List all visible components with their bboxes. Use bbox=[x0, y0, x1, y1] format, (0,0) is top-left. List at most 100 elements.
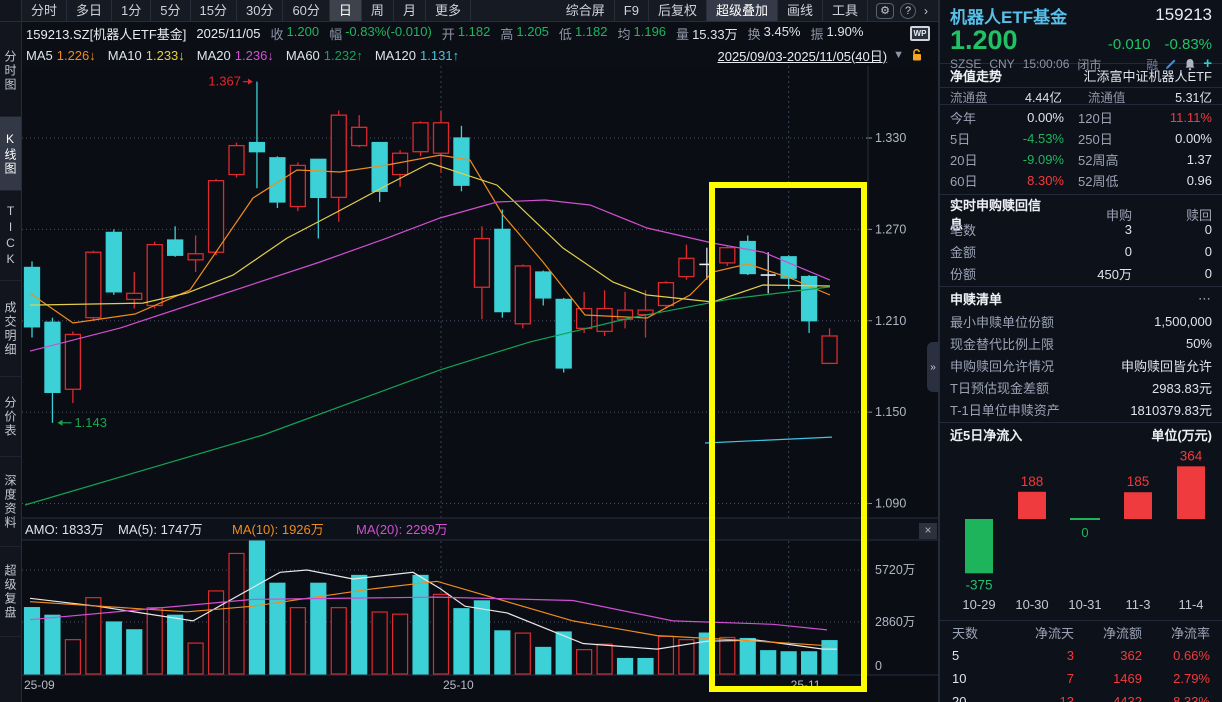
volume-bar-11-04 bbox=[800, 651, 818, 675]
period-tab-9[interactable]: 月 bbox=[394, 0, 426, 21]
sidebar-item-3[interactable]: 成交明细 bbox=[0, 281, 21, 377]
perf-row-3: 60日 8.30% 52周低 0.96 bbox=[950, 173, 1212, 189]
period-tab-4[interactable]: 15分 bbox=[191, 0, 237, 21]
sidebar-item-1[interactable]: K线图 bbox=[0, 117, 21, 191]
highlight-annotation-box[interactable] bbox=[709, 182, 867, 692]
svg-text:MA(5): 1747万: MA(5): 1747万 bbox=[118, 522, 203, 537]
volume-bar-09-16 bbox=[207, 590, 225, 675]
alert-bell-icon[interactable] bbox=[1184, 58, 1196, 71]
svg-text:10-31: 10-31 bbox=[1068, 597, 1101, 612]
period-tab-1[interactable]: 多日 bbox=[67, 0, 113, 21]
quote-field-8: 振 1.90% bbox=[810, 23, 864, 42]
net-inflow-table: 天数 净流天 净流额 净流率 5 3 362 0.66% 10 7 1469 2.79% 20 13 443… bbox=[940, 620, 1222, 702]
wp-window-icon[interactable]: WP bbox=[910, 25, 930, 41]
tool-tab-4[interactable]: 画线 bbox=[778, 0, 823, 21]
volume-bar-10-15 bbox=[514, 632, 531, 675]
help-icon[interactable]: ? bbox=[900, 2, 916, 19]
period-tab-10[interactable]: 更多 bbox=[426, 0, 471, 21]
fund-header: 机器人ETF基金 159213 1.200 -0.010 -0.83% SZSE… bbox=[940, 0, 1222, 72]
panel-collapse-handle[interactable]: » bbox=[927, 342, 939, 392]
tool-tab-1[interactable]: F9 bbox=[615, 0, 649, 21]
chevron-down-icon[interactable]: ▼ bbox=[893, 49, 904, 61]
ma-values: MA5 1.226↓ MA10 1.233↓ MA20 1.236↓ MA60 1.232↑ M… bbox=[26, 48, 459, 63]
svg-text:25-09: 25-09 bbox=[24, 678, 55, 692]
volume-bar-10-09 bbox=[432, 593, 450, 675]
period-tab-6[interactable]: 60分 bbox=[283, 0, 330, 21]
sidebar-item-6[interactable]: 超级复盘 bbox=[0, 547, 21, 637]
redemption-row-3: T日预估现金差额 2983.83元 bbox=[950, 380, 1212, 396]
candle-09-04 bbox=[44, 317, 61, 423]
tool-tab-3[interactable]: 超级叠加 bbox=[706, 0, 778, 21]
tool-tab-2[interactable]: 后复权 bbox=[649, 0, 707, 21]
sidebar-item-2[interactable]: TICK bbox=[0, 191, 21, 281]
net-inflow-bar-chart: -375 10-29 188 10-30 0 10-31 185 11-3 364 11-4 bbox=[962, 448, 1205, 612]
last-price: 1.200 bbox=[950, 25, 1018, 55]
tool-tab-5[interactable]: 工具 bbox=[823, 0, 868, 21]
period-tab-5[interactable]: 30分 bbox=[237, 0, 284, 21]
redemption-row-4: T-1日单位申赎资产 1810379.83元 bbox=[950, 402, 1212, 418]
svg-text:1.090: 1.090 bbox=[875, 497, 906, 511]
volume-bar-10-10 bbox=[453, 608, 470, 675]
settings-gear-icon[interactable]: ⚙ bbox=[876, 2, 894, 19]
redemption-list-title: 申赎清单 bbox=[950, 292, 1003, 307]
date-range-selector[interactable]: 2025/09/03-2025/11/05(40日) ▼ bbox=[717, 46, 924, 65]
close-volume-pane-button[interactable]: × bbox=[919, 523, 937, 539]
svg-text:0: 0 bbox=[1081, 525, 1088, 540]
candle-09-11 bbox=[146, 241, 163, 309]
svg-text:5720万: 5720万 bbox=[875, 563, 915, 577]
chevron-right-icon[interactable]: › bbox=[924, 3, 928, 18]
sidebar-item-5[interactable]: 深度资料 bbox=[0, 457, 21, 547]
subscription-title: 实时申购赎回信息 bbox=[950, 198, 1042, 232]
ma-item-MA5: MA5 1.226↓ bbox=[26, 47, 96, 63]
candle-09-12 bbox=[166, 226, 184, 257]
float-value-label: 流通值 bbox=[1087, 90, 1126, 105]
period-tab-3[interactable]: 5分 bbox=[151, 0, 191, 21]
candle-09-24 bbox=[330, 110, 347, 222]
period-tab-0[interactable]: 分时 bbox=[22, 0, 68, 21]
candle-09-26 bbox=[371, 141, 388, 202]
quote-field-4: 低 1.182 bbox=[558, 23, 608, 42]
candle-10-15 bbox=[514, 264, 531, 329]
edit-pencil-icon[interactable] bbox=[1165, 58, 1177, 70]
unlock-icon[interactable] bbox=[910, 48, 924, 62]
period-tab-7[interactable]: 日 bbox=[329, 0, 362, 21]
sidebar-item-0[interactable]: 分时图 bbox=[0, 25, 21, 117]
svg-text:1.367: 1.367 bbox=[208, 74, 241, 89]
svg-text:1.210: 1.210 bbox=[875, 314, 906, 328]
net-inflow-unit: 单位(万元) bbox=[1151, 427, 1212, 443]
flow-bar bbox=[1124, 492, 1152, 519]
ma-item-MA20: MA20 1.236↓ bbox=[196, 47, 274, 63]
period-tab-8[interactable]: 周 bbox=[362, 0, 394, 21]
subscription-section: 实时申购赎回信息 申购 赎回 笔数 3 0 金额 0 0 份额 450万 0 bbox=[940, 195, 1222, 287]
date-range-label[interactable]: 2025/09/03-2025/11/05(40日) bbox=[717, 48, 888, 64]
currency-label: CNY bbox=[989, 57, 1015, 71]
candle-09-30 bbox=[412, 121, 429, 157]
volume-bar-09-15 bbox=[187, 642, 204, 675]
candle-09-05 bbox=[64, 331, 82, 403]
kline-volume-chart[interactable]: 1.330 1.270 1.210 1.150 1.090 5720万 2860万 0 AMO:… bbox=[22, 66, 938, 702]
tool-tab-0[interactable]: 综合屏 bbox=[557, 0, 615, 21]
net-inflow-title: 近5日净流入 bbox=[950, 427, 1023, 443]
quote-field-2: 开 1.182 bbox=[441, 23, 491, 42]
volume-bar-09-03 bbox=[23, 607, 41, 675]
svg-text:11-3: 11-3 bbox=[1125, 597, 1150, 612]
perf-row-0: 今年 0.00% 120日 11.11% bbox=[950, 110, 1212, 126]
svg-text:1.270: 1.270 bbox=[875, 222, 906, 236]
ma-line-MA60 bbox=[24, 286, 831, 506]
svg-text:0: 0 bbox=[875, 659, 882, 673]
fund-nav-row: 净值走势 汇添富中证机器人ETF bbox=[940, 64, 1222, 88]
candle-10-30 bbox=[739, 235, 756, 276]
quote-field-5: 均 1.196 bbox=[617, 23, 667, 42]
volume-bar-09-11 bbox=[146, 607, 163, 675]
candle-10-16 bbox=[535, 270, 552, 306]
sidebar-item-4[interactable]: 分价表 bbox=[0, 377, 21, 457]
left-tab-sidebar: 分时图 K线图 TICK 成交明细 分价表 深度资料 超级复盘 bbox=[0, 22, 22, 702]
add-to-watchlist-icon[interactable]: + bbox=[1203, 55, 1212, 72]
more-ellipsis-icon[interactable]: ⋯ bbox=[1198, 290, 1212, 306]
period-tab-2[interactable]: 1分 bbox=[112, 0, 152, 21]
volume-bar-09-22 bbox=[289, 607, 306, 675]
toolbar-icons: ⚙ ? › bbox=[868, 0, 938, 21]
nav-networth-trend[interactable]: 净值走势 bbox=[950, 69, 1003, 84]
volume-bar-10-23 bbox=[637, 657, 654, 675]
flow-table-row-1: 10 7 1469 2.79% bbox=[952, 671, 1210, 686]
